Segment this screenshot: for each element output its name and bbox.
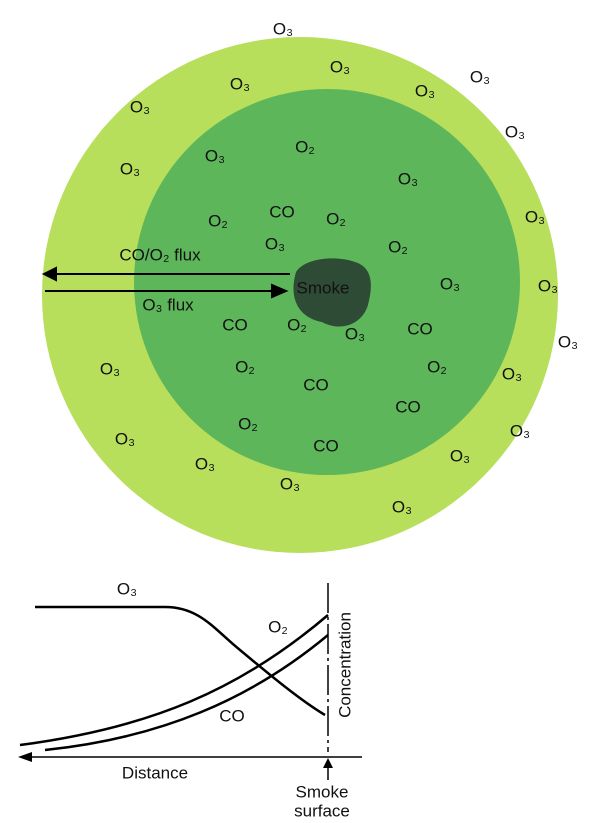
x-axis-label: Distance [122,763,188,782]
species-label: O₃ [115,429,135,448]
species-label: O₃ [230,74,250,93]
species-label: O₂ [326,209,346,228]
species-label: O₂ [388,237,408,256]
page: O₃ O₃ O₃ O₃ O₃ O₃ O₃ O₃ O₃ O₃ O₃ O₃ O₃ O₃ O₃ O₃ O₃ O₃ O₃ O₃… [0,0,600,823]
species-label: O₃ [280,474,300,493]
arrowhead [323,758,333,768]
species-label: O₃ [398,169,418,188]
species-label: O₃ [440,274,460,293]
species-label: O₃ [502,364,522,383]
species-label: O₃ [265,234,285,253]
species-label: O₂ [208,211,228,230]
species-label: CO [222,315,248,334]
species-label: O₃ [450,446,470,465]
species-label: CO [313,436,339,455]
species-label: O₃ [273,19,293,38]
species-label: CO [407,319,433,338]
o2-label: O₂ [268,617,288,636]
species-label: O₂ [295,137,315,156]
graph-curves [20,583,362,780]
species-label: CO [395,397,421,416]
species-label: O₃ [120,159,140,178]
flux-in-label: O₃ flux [142,295,194,314]
species-label: O₃ [415,81,435,100]
species-label: O₃ [470,67,490,86]
flux-out-label: CO/O₂ flux [119,245,201,264]
o3-label: O₃ [117,579,137,598]
species-label: O₃ [130,97,150,116]
species-label: O₂ [235,357,255,376]
species-label: CO [303,375,329,394]
species-label: O₂ [287,315,307,334]
smoke-label: Smoke [297,278,350,297]
species-label: O₂ [427,357,447,376]
species-label: O₃ [330,57,350,76]
species-label: CO [269,202,295,221]
species-label: O₃ [205,146,225,165]
surface-label: Smoke [296,782,349,801]
species-label: O₃ [510,421,530,440]
species-label: O₃ [100,359,120,378]
species-label: O₃ [538,276,558,295]
co-label: CO [219,706,245,725]
surface-label: surface [294,801,350,820]
y-axis-label: Concentration [335,612,354,718]
species-label: O₃ [195,454,215,473]
species-label: O₃ [558,332,578,351]
species-label: O₃ [345,324,365,343]
species-label: O₃ [525,207,545,226]
species-label: O₂ [238,414,258,433]
species-label: O₃ [505,122,525,141]
species-label: O₃ [392,497,412,516]
arrowhead [18,752,32,762]
